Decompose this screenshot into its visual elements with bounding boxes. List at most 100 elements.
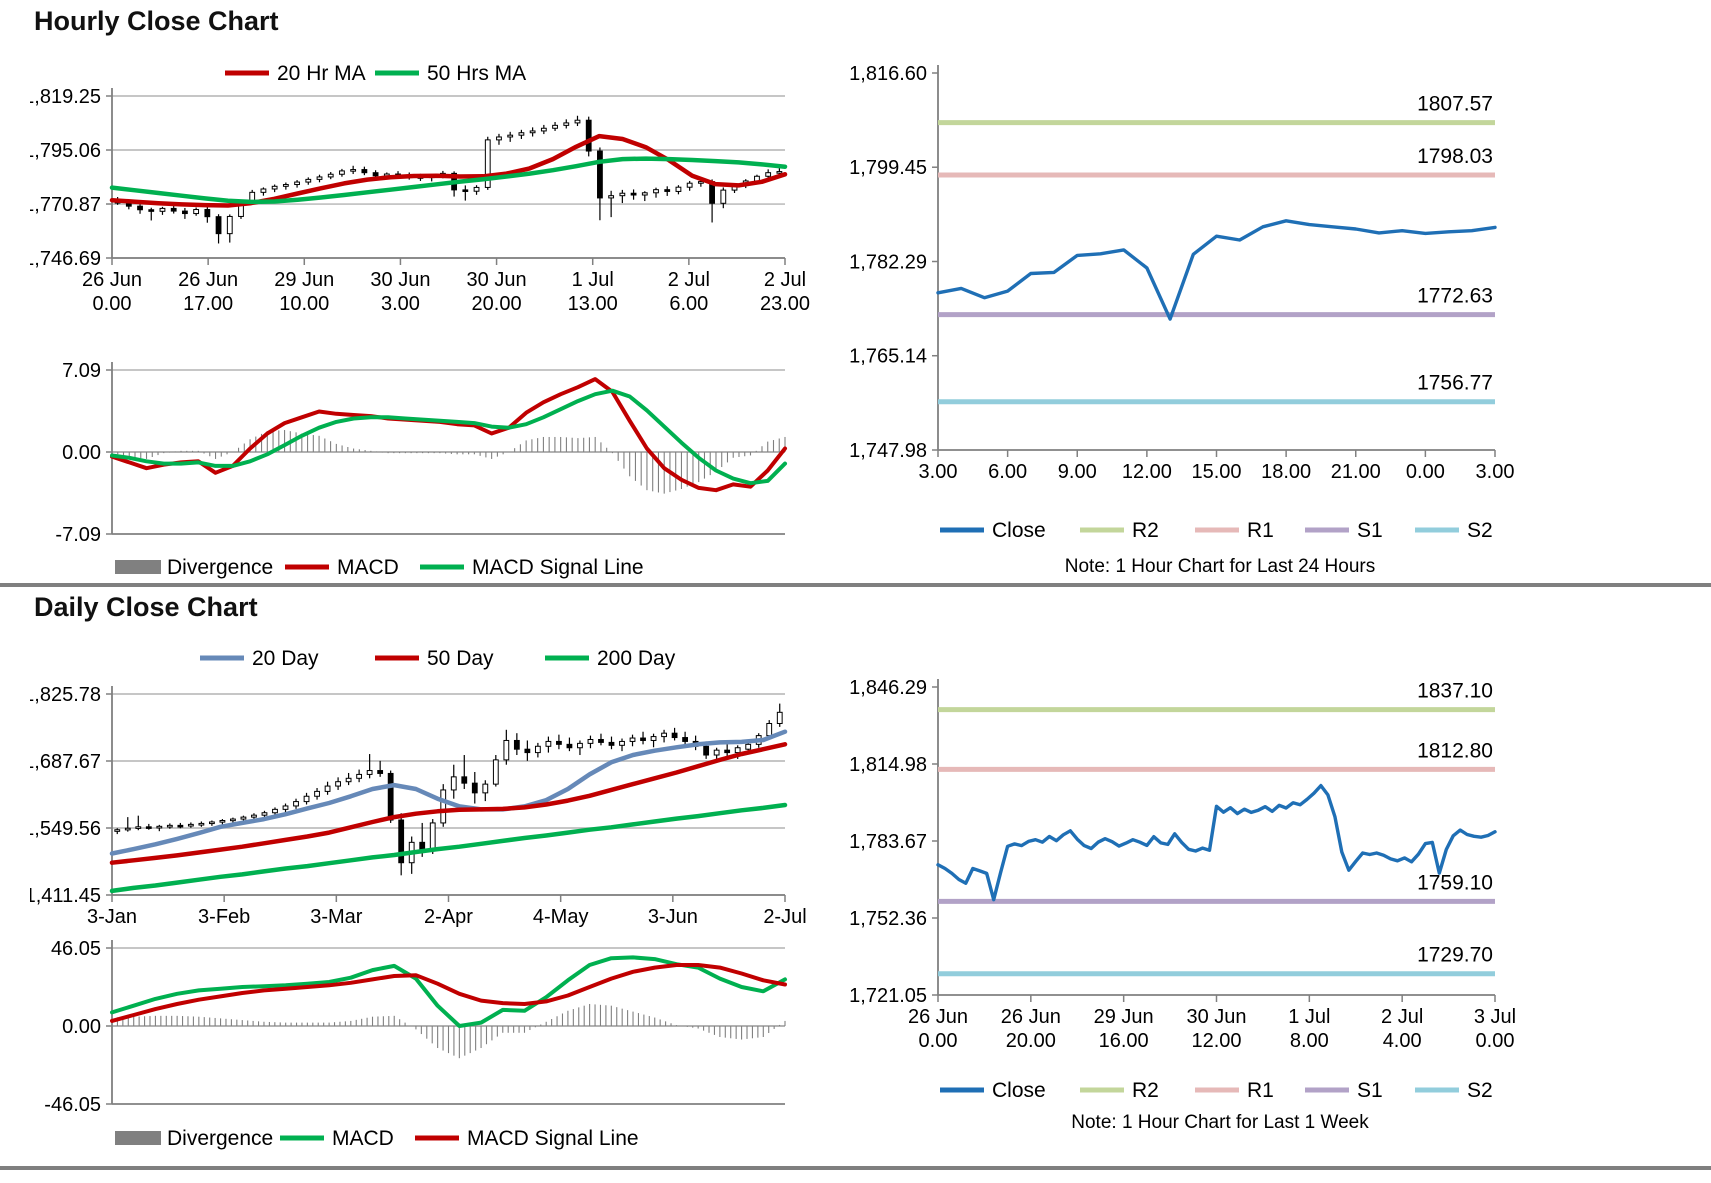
svg-text:29 Jun: 29 Jun <box>1094 1006 1154 1028</box>
svg-text:30 Jun: 30 Jun <box>1186 1006 1246 1028</box>
daily-price-svg: 1,825.78 1,687.67 1,549.56 1,411.453-Jan 3-F… <box>23 647 807 928</box>
svg-text:1756.77: 1756.77 <box>1417 372 1493 395</box>
svg-text:1,752.36: 1,752.36 <box>850 908 927 930</box>
page-bottom-divider <box>0 1166 1711 1170</box>
svg-text:23.00: 23.00 <box>760 293 810 315</box>
hourly-price-svg-series-1 <box>109 156 788 205</box>
svg-text:1,765.14: 1,765.14 <box>850 346 927 368</box>
svg-text:2 Jul: 2 Jul <box>764 269 806 291</box>
svg-text:21.00: 21.00 <box>1331 461 1381 483</box>
hourly-section-title: Hourly Close Chart <box>34 6 279 36</box>
svg-text:1,783.67: 1,783.67 <box>850 831 927 853</box>
daily-macd-chart: 46.05 0.00 -46.05 Divergence MACD MACD Signal… <box>30 938 830 1180</box>
svg-text:7.09: 7.09 <box>62 360 101 382</box>
svg-text:3.00: 3.00 <box>381 293 420 315</box>
svg-text:1,747.98: 1,747.98 <box>850 440 927 462</box>
svg-text:4-May: 4-May <box>533 906 589 928</box>
section-divider <box>0 583 1711 587</box>
svg-text:3.00: 3.00 <box>1476 461 1515 483</box>
svg-text:12.00: 12.00 <box>1191 1030 1241 1052</box>
svg-text:20 Hr MA: 20 Hr MA <box>277 62 366 85</box>
svg-text:-46.05: -46.05 <box>44 1094 101 1116</box>
svg-text:1812.80: 1812.80 <box>1417 739 1493 762</box>
daily-macd-svg-legend: Divergence MACD MACD Signal Line <box>115 1127 639 1150</box>
svg-text:Close: Close <box>992 1079 1046 1102</box>
svg-text:1,819.25: 1,819.25 <box>30 86 101 108</box>
svg-text:0.00: 0.00 <box>1476 1030 1515 1052</box>
svg-text:3-Jun: 3-Jun <box>648 906 698 928</box>
svg-text:50 Hrs MA: 50 Hrs MA <box>427 62 526 85</box>
svg-text:12.00: 12.00 <box>1122 461 1172 483</box>
svg-text:30 Jun: 30 Jun <box>467 269 527 291</box>
svg-text:-7.09: -7.09 <box>55 524 101 546</box>
svg-text:1,746.69: 1,746.69 <box>30 248 101 270</box>
hourly-macd-svg-series-0 <box>110 377 787 493</box>
daily-pivot-note: Note: 1 Hour Chart for Last 1 Week <box>1071 1112 1369 1133</box>
svg-text:MACD: MACD <box>332 1127 394 1150</box>
svg-text:29 Jun: 29 Jun <box>274 269 334 291</box>
daily-price-svg-series-2 <box>109 802 788 894</box>
daily-pivot-chart: 1,846.29 1,814.98 1,783.67 1,752.36 1,721.05… <box>849 618 1570 1183</box>
svg-text:MACD: MACD <box>337 556 399 579</box>
svg-text:9.00: 9.00 <box>1058 461 1097 483</box>
svg-text:1759.10: 1759.10 <box>1417 871 1493 894</box>
svg-text:3-Mar: 3-Mar <box>310 906 363 928</box>
svg-text:18.00: 18.00 <box>1261 461 1311 483</box>
svg-text:S1: S1 <box>1357 1079 1383 1102</box>
svg-text:1772.63: 1772.63 <box>1417 285 1493 308</box>
svg-text:1,770.87: 1,770.87 <box>30 194 101 216</box>
svg-text:20.00: 20.00 <box>472 293 522 315</box>
svg-text:S1: S1 <box>1357 519 1383 542</box>
daily-price-svg-series-1 <box>109 742 788 865</box>
daily-price-svg-series-0 <box>109 729 788 856</box>
svg-text:2-Apr: 2-Apr <box>424 906 473 928</box>
daily-macd-svg: 46.05 0.00 -46.05 Divergence MACD MACD Signal… <box>44 938 787 1150</box>
svg-text:17.00: 17.00 <box>183 293 233 315</box>
hourly-macd-svg-legend: Divergence MACD MACD Signal Line <box>115 556 644 579</box>
hourly-price-chart: 1,819.25 1,795.06 1,770.87 1,746.69 26 Jun 0.… <box>23 48 830 323</box>
daily-pivot-svg-legend: Close R2 R1 S1 S2 <box>940 1079 1493 1102</box>
svg-text:Divergence: Divergence <box>167 556 273 579</box>
svg-text:30 Jun: 30 Jun <box>370 269 430 291</box>
daily-price-chart: 1,825.78 1,687.67 1,549.56 1,411.45 3-Jan 3-F… <box>23 633 830 943</box>
svg-text:2 Jul: 2 Jul <box>1381 1006 1423 1028</box>
svg-text:1,687.67: 1,687.67 <box>30 751 101 773</box>
hourly-price-svg-series-0 <box>109 133 788 208</box>
svg-text:200 Day: 200 Day <box>597 647 676 670</box>
svg-text:6.00: 6.00 <box>669 293 708 315</box>
svg-text:1,411.45: 1,411.45 <box>30 885 101 907</box>
daily-macd-svg-series-0 <box>110 955 787 1028</box>
daily-pivot-svg: 1,846.29 1,814.98 1,783.67 1,752.36 1,721.05… <box>849 677 1516 1102</box>
svg-text:1,782.29: 1,782.29 <box>850 252 927 274</box>
svg-text:R2: R2 <box>1132 1079 1159 1102</box>
svg-text:Close: Close <box>992 519 1046 542</box>
svg-text:S2: S2 <box>1467 1079 1493 1102</box>
daily-section-title: Daily Close Chart <box>34 592 258 622</box>
svg-text:Divergence: Divergence <box>167 1127 273 1150</box>
svg-text:26 Jun: 26 Jun <box>178 269 238 291</box>
svg-text:0.00: 0.00 <box>62 442 101 464</box>
svg-text:6.00: 6.00 <box>988 461 1027 483</box>
daily-price-svg-legend: 20 Day 50 Day 200 Day <box>200 647 676 670</box>
hourly-macd-chart: 7.09 0.00 -7.09 Divergence MACD MACD Signal L… <box>30 330 830 590</box>
svg-text:2-Jul: 2-Jul <box>763 906 806 928</box>
daily-macd-svg-series-1 <box>110 963 787 1023</box>
svg-text:1 Jul: 1 Jul <box>1288 1006 1330 1028</box>
svg-text:20 Day: 20 Day <box>252 647 319 670</box>
svg-text:3.00: 3.00 <box>919 461 958 483</box>
svg-text:3-Jan: 3-Jan <box>87 906 137 928</box>
svg-text:1,721.05: 1,721.05 <box>850 985 927 1007</box>
svg-text:16.00: 16.00 <box>1099 1030 1149 1052</box>
svg-text:R1: R1 <box>1247 1079 1274 1102</box>
hourly-pivot-svg-legend: Close R2 R1 S1 S2 <box>940 519 1493 542</box>
svg-text:20.00: 20.00 <box>1006 1030 1056 1052</box>
svg-text:8.00: 8.00 <box>1290 1030 1329 1052</box>
svg-text:0.00: 0.00 <box>62 1016 101 1038</box>
svg-text:1729.70: 1729.70 <box>1417 944 1493 967</box>
svg-text:0.00: 0.00 <box>919 1030 958 1052</box>
svg-text:15.00: 15.00 <box>1191 461 1241 483</box>
svg-text:0.00: 0.00 <box>1406 461 1445 483</box>
hourly-macd-svg-series-1 <box>110 388 787 486</box>
svg-text:1,825.78: 1,825.78 <box>30 684 101 706</box>
